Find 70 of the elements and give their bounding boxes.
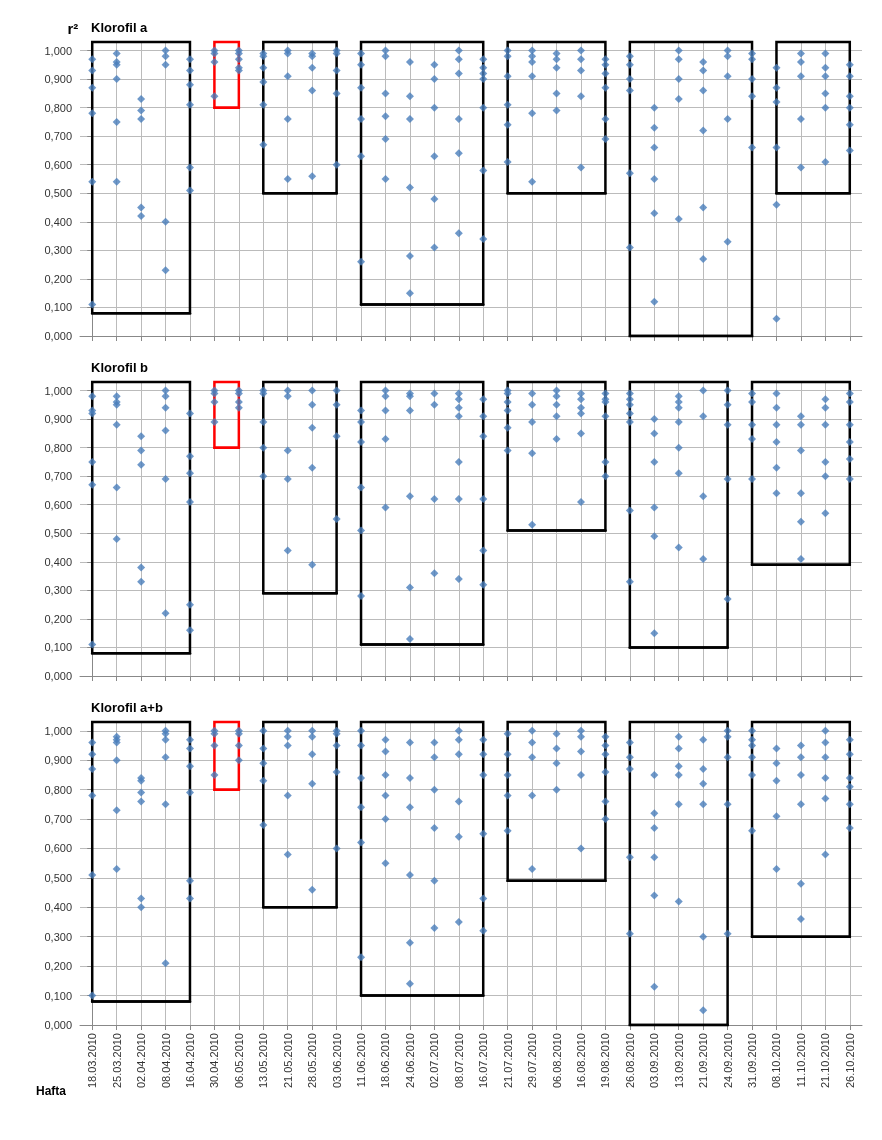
x-tick-label: 11.06.2010 xyxy=(355,1033,368,1088)
x-tick-label: 24.09.2010 xyxy=(721,1033,734,1089)
y-tick-label: 0,800 xyxy=(44,783,72,796)
y-tick-label: 0,800 xyxy=(44,441,72,454)
x-tick-label: 03.06.2010 xyxy=(330,1033,343,1089)
x-tick-label: 08.04.2010 xyxy=(159,1033,172,1089)
y-tick-label: 0,400 xyxy=(44,901,72,914)
x-tick-label: 30.04.2010 xyxy=(208,1033,221,1089)
x-tick-label: 18.03.2010 xyxy=(86,1033,99,1089)
x-tick-label: 21.10.2010 xyxy=(819,1033,832,1089)
x-tick-label: 16.07.2010 xyxy=(477,1033,490,1089)
x-tick-label: 19.08.2010 xyxy=(599,1033,612,1089)
x-tick-label: 31.09.2010 xyxy=(746,1033,759,1089)
x-tick-label: 02.07.2010 xyxy=(428,1033,441,1089)
y-tick-label: 0,000 xyxy=(44,1019,72,1031)
x-tick-label: 02.04.2010 xyxy=(135,1033,148,1089)
x-tick-label: 11.10.2010 xyxy=(794,1033,807,1088)
y-tick-label: 0,900 xyxy=(44,754,72,767)
y-tick-label: 0,300 xyxy=(44,930,72,943)
x-tick-label: 21.05.2010 xyxy=(281,1033,294,1089)
y-tick-label: 0,000 xyxy=(44,330,72,342)
y-tick-label: 0,100 xyxy=(44,641,72,654)
x-tick-label: 08.10.2010 xyxy=(770,1033,783,1089)
x-tick-label: 25.03.2010 xyxy=(110,1033,123,1089)
y-axis-title: r² xyxy=(67,20,79,37)
y-tick-label: 0,800 xyxy=(44,101,72,114)
y-tick-label: 0,500 xyxy=(44,871,72,884)
y-tick-label: 0,600 xyxy=(44,158,72,171)
y-tick-label: 0,100 xyxy=(44,989,72,1002)
chart-title: Klorofil b xyxy=(91,360,149,375)
y-tick-label: 0,700 xyxy=(44,130,72,143)
y-tick-label: 0,500 xyxy=(44,187,72,200)
x-tick-label: 03.09.2010 xyxy=(648,1033,661,1089)
y-tick-label: 0,200 xyxy=(44,272,72,285)
y-tick-label: 0,200 xyxy=(44,960,72,973)
y-tick-label: 0,700 xyxy=(44,813,72,826)
x-tick-label: 13.05.2010 xyxy=(257,1033,270,1089)
y-tick-label: 0,400 xyxy=(44,215,72,228)
x-tick-label: 28.05.2010 xyxy=(306,1033,319,1089)
x-tick-label: 21.09.2010 xyxy=(697,1033,710,1089)
y-tick-label: 0,700 xyxy=(44,470,72,483)
x-tick-label: 29.07.2010 xyxy=(526,1033,539,1089)
x-tick-label: 26.08.2010 xyxy=(623,1033,636,1089)
chart-title: Klorofil a+b xyxy=(91,700,163,715)
y-tick-label: 0,000 xyxy=(44,670,72,682)
y-tick-label: 0,900 xyxy=(44,73,72,86)
x-tick-label: 06.08.2010 xyxy=(550,1033,563,1089)
y-tick-label: 0,300 xyxy=(44,584,72,597)
y-tick-label: 0,500 xyxy=(44,527,72,540)
y-tick-label: 0,300 xyxy=(44,244,72,257)
y-tick-label: 1,000 xyxy=(44,724,72,737)
y-tick-label: 0,600 xyxy=(44,498,72,511)
y-tick-label: 0,600 xyxy=(44,842,72,855)
y-tick-label: 0,400 xyxy=(44,555,72,568)
y-tick-label: 1,000 xyxy=(44,384,72,397)
x-tick-label: 21.07.2010 xyxy=(501,1033,514,1089)
x-tick-label: 16.08.2010 xyxy=(574,1033,587,1089)
chart-title: Klorofil a xyxy=(91,20,149,35)
x-tick-label: 24.06.2010 xyxy=(403,1033,416,1089)
x-tick-label: 08.07.2010 xyxy=(452,1033,465,1089)
x-tick-label: 18.06.2010 xyxy=(379,1033,392,1089)
y-tick-label: 0,900 xyxy=(44,413,72,426)
x-tick-label: 13.09.2010 xyxy=(672,1033,685,1089)
x-tick-label: 26.10.2010 xyxy=(843,1033,856,1089)
y-tick-label: 0,100 xyxy=(44,301,72,314)
x-tick-label: 16.04.2010 xyxy=(183,1033,196,1089)
y-tick-label: 1,000 xyxy=(44,44,72,57)
x-tick-label: 06.05.2010 xyxy=(232,1033,245,1089)
y-tick-label: 0,200 xyxy=(44,612,72,625)
x-axis-title: Hafta xyxy=(35,1084,67,1098)
